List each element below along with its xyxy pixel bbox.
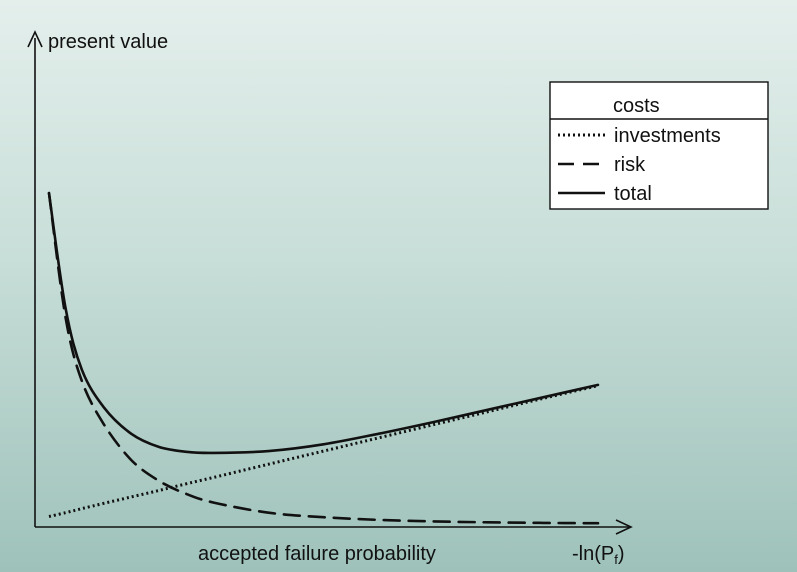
axes	[27, 30, 633, 535]
legend: costs investments risk total	[549, 81, 769, 210]
x-axis-end-label-close: )	[618, 543, 625, 565]
legend-box	[549, 81, 769, 210]
x-axis-label: accepted failure probability	[198, 543, 436, 565]
series-line-investments	[48, 384, 599, 518]
x-axis-end-label-subscript: f	[614, 552, 618, 567]
x-axis-end-label: -ln(Pf)	[572, 543, 625, 567]
series-line-risk	[47, 191, 600, 525]
legend-entries: investments risk total	[558, 125, 721, 205]
y-axis-arrowhead	[27, 30, 43, 48]
legend-label-risk: risk	[614, 154, 646, 176]
y-axis-label: present value	[48, 31, 168, 53]
legend-title: costs	[613, 95, 660, 117]
legend-label-investments: investments	[614, 125, 721, 147]
x-axis-end-label-main: -ln(P	[572, 543, 614, 565]
series-layer	[47, 191, 600, 525]
legend-label-total: total	[614, 183, 652, 205]
x-axis-arrowhead	[615, 519, 633, 535]
series-line-total	[47, 191, 600, 455]
